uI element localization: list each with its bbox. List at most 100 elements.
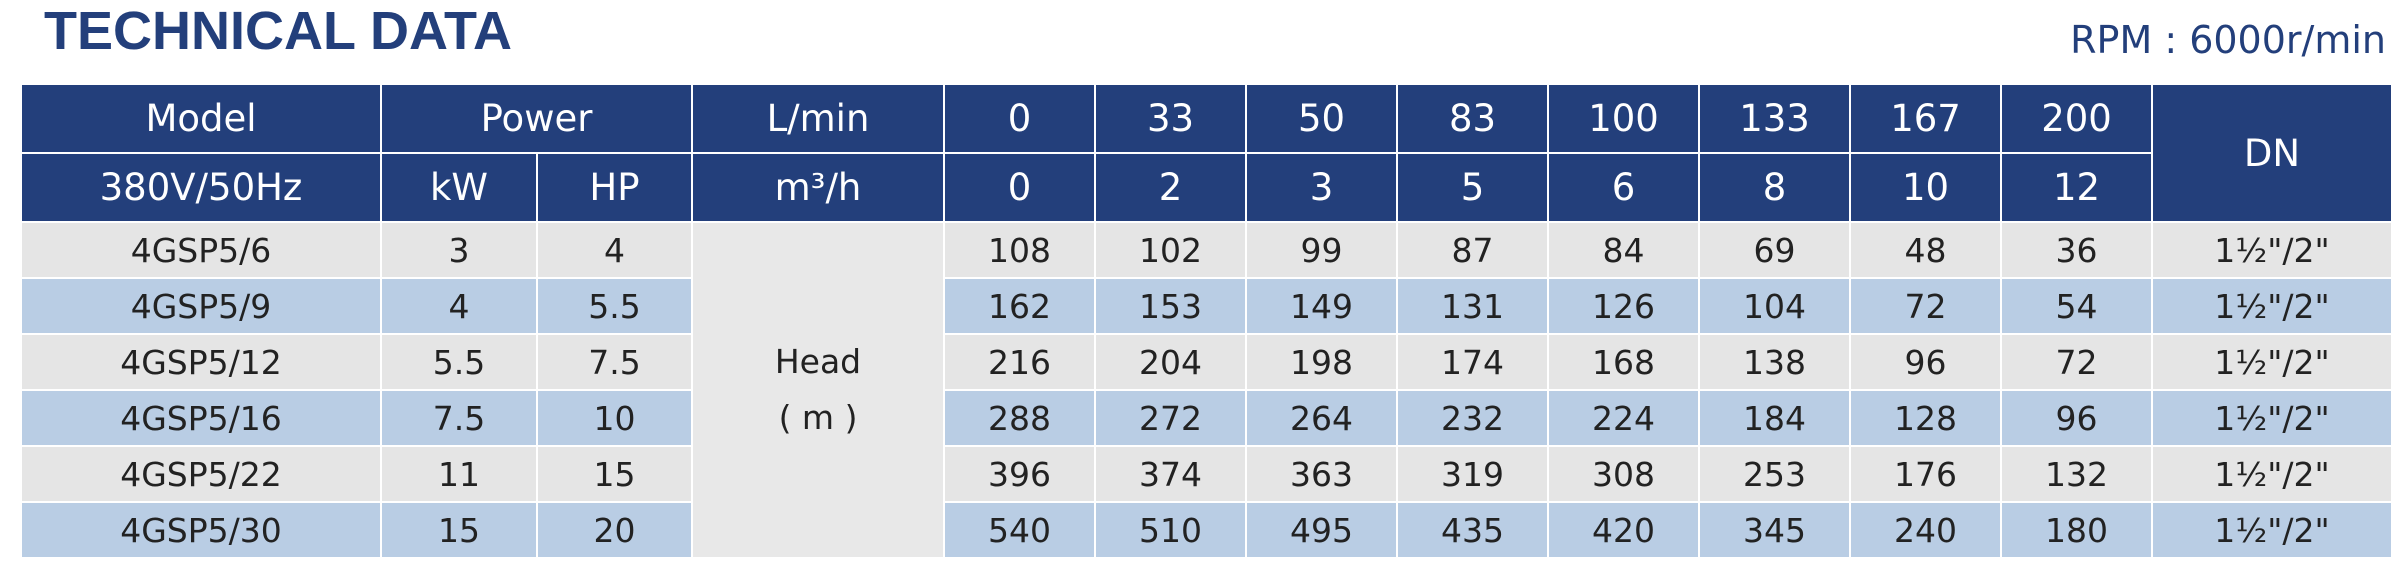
data-cell: 345 [1698, 501, 1851, 559]
data-cell: 87 [1396, 221, 1549, 279]
model-cell: 4GSP5/22 [20, 445, 382, 503]
data-cell: 396 [943, 445, 1096, 503]
data-cell: 132 [2000, 445, 2153, 503]
table-row: Model Power L/min 0 33 50 83 100 133 167 200 DN [20, 83, 2393, 223]
header-cell: 5 [1396, 152, 1549, 223]
table-row: 4GSP5/9 4 5.5 162 153 149 131 126 104 72 54 1½"/2" [20, 277, 2393, 335]
data-cell: 4 [536, 221, 693, 279]
header-cell: 2 [1094, 152, 1247, 223]
header-cell: 200 [2000, 83, 2153, 154]
data-cell: 1½"/2" [2151, 501, 2393, 559]
header-cell: 0 [943, 152, 1096, 223]
table-row: 4GSP5/22 11 15 396 374 363 319 308 253 176 132 1½"/… [20, 445, 2393, 503]
data-cell: 72 [1849, 277, 2002, 335]
head-label-line: ( m ) [778, 398, 858, 437]
header-cell: m³/h [691, 152, 945, 223]
data-cell: 69 [1698, 221, 1851, 279]
data-cell: 174 [1396, 333, 1549, 391]
data-cell: 15 [380, 501, 538, 559]
header-cell: 100 [1547, 83, 1700, 154]
data-cell: 84 [1547, 221, 1700, 279]
header-cell: 0 [943, 83, 1096, 154]
data-cell: 36 [2000, 221, 2153, 279]
data-cell: 240 [1849, 501, 2002, 559]
data-cell: 184 [1698, 389, 1851, 447]
table-row: 380V/50Hz kW HP m³/h 0 2 3 5 6 8 10 12 [20, 152, 2392, 223]
data-cell: 3 [380, 221, 538, 279]
header-cell: 12 [2000, 152, 2153, 223]
model-cell: 4GSP5/9 [20, 277, 382, 335]
data-cell: 102 [1094, 221, 1247, 279]
data-cell: 96 [2000, 389, 2153, 447]
data-cell: 7.5 [380, 389, 538, 447]
header-cell: DN [2151, 83, 2393, 223]
data-cell: 72 [2000, 333, 2153, 391]
header-cell: L/min [691, 83, 945, 154]
data-cell: 363 [1245, 445, 1398, 503]
data-cell: 10 [536, 389, 693, 447]
data-cell: 7.5 [536, 333, 693, 391]
data-cell: 104 [1698, 277, 1851, 335]
data-cell: 138 [1698, 333, 1851, 391]
data-cell: 374 [1094, 445, 1247, 503]
data-cell: 5.5 [536, 277, 693, 335]
header-cell: 50 [1245, 83, 1398, 154]
header-cell: 33 [1094, 83, 1247, 154]
data-cell: 216 [943, 333, 1096, 391]
data-cell: 253 [1698, 445, 1851, 503]
table-row: 4GSP5/12 5.5 7.5 216 204 198 174 168 138 96 72 1½"/… [20, 333, 2393, 391]
data-cell: 180 [2000, 501, 2153, 559]
data-cell: 11 [380, 445, 538, 503]
data-cell: 131 [1396, 277, 1549, 335]
head-label-line: Head [774, 342, 862, 381]
data-cell: 126 [1547, 277, 1700, 335]
table-row: 4GSP5/30 15 20 540 510 495 435 420 345 240 180 1½"/… [20, 501, 2393, 559]
data-cell: 99 [1245, 221, 1398, 279]
rpm: RPM : 6000r/min [2070, 18, 2386, 62]
data-cell: 176 [1849, 445, 2002, 503]
data-cell: 495 [1245, 501, 1398, 559]
data-cell: 128 [1849, 389, 2002, 447]
model-cell: 4GSP5/12 [20, 333, 382, 391]
technical-table: Model Power L/min 0 33 50 83 100 133 167 200 DN 380V… [20, 83, 2393, 559]
header-cell: Power [380, 83, 693, 154]
data-cell: 149 [1245, 277, 1398, 335]
data-cell: 1½"/2" [2151, 221, 2393, 279]
data-cell: 153 [1094, 277, 1247, 335]
data-cell: 162 [943, 277, 1096, 335]
header-cell: HP [536, 152, 693, 223]
data-cell: 54 [2000, 277, 2153, 335]
data-cell: 198 [1245, 333, 1398, 391]
data-cell: 204 [1094, 333, 1247, 391]
data-cell: 108 [943, 221, 1096, 279]
header-cell: 167 [1849, 83, 2002, 154]
data-cell: 420 [1547, 501, 1700, 559]
header-cell: 380V/50Hz [20, 152, 382, 223]
model-cell: 4GSP5/16 [20, 389, 382, 447]
header-cell: 133 [1698, 83, 1851, 154]
data-cell: 20 [536, 501, 693, 559]
data-cell: 308 [1547, 445, 1700, 503]
header-cell: Model [20, 83, 382, 154]
data-cell: 288 [943, 389, 1096, 447]
head-label: Head ( m ) [691, 221, 945, 559]
data-cell: 1½"/2" [2151, 277, 2393, 335]
data-cell: 1½"/2" [2151, 445, 2393, 503]
data-cell: 435 [1396, 501, 1549, 559]
data-cell: 4 [380, 277, 538, 335]
data-cell: 48 [1849, 221, 2002, 279]
data-cell: 319 [1396, 445, 1549, 503]
data-cell: 96 [1849, 333, 2002, 391]
data-cell: 264 [1245, 389, 1398, 447]
header-cell: 6 [1547, 152, 1700, 223]
header-cell: 10 [1849, 152, 2002, 223]
header-cell: 3 [1245, 152, 1398, 223]
title: TECHNICAL DATA [44, 1, 512, 61]
data-cell: 15 [536, 445, 693, 503]
data-cell: 510 [1094, 501, 1247, 559]
header-cell: 8 [1698, 152, 1851, 223]
data-cell: 272 [1094, 389, 1247, 447]
data-cell: 224 [1547, 389, 1700, 447]
model-cell: 4GSP5/6 [20, 221, 382, 279]
